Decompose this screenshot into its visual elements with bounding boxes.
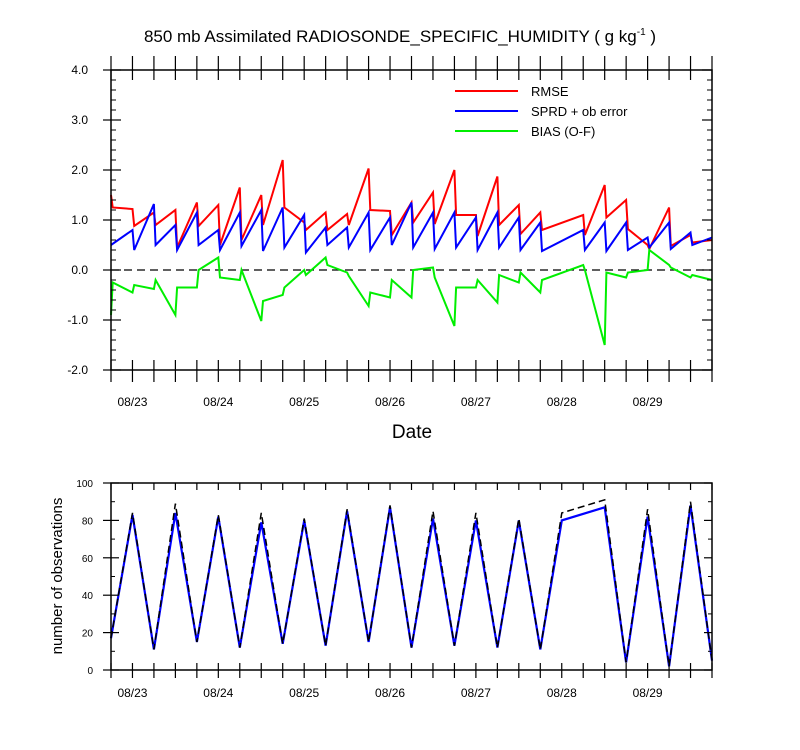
y-tick-label: 2.0 [71,163,88,177]
series-bias-line [110,248,713,346]
y-tick-label: 80 [82,516,94,527]
x-tick-label: 08/26 [375,686,405,700]
y-tick-label: -1.0 [67,313,88,327]
series-assimilated-obs-line [109,505,714,667]
legend-label-rmse: RMSE [531,84,569,99]
y-tick-label: 3.0 [71,113,88,127]
y-tick-label: 0 [87,666,93,677]
y-tick-label: 100 [76,479,93,490]
bottom-ticks-group [103,482,713,678]
x-tick-label: 08/23 [117,395,147,409]
x-tick-label: 08/23 [117,686,147,700]
x-tick-label: 08/27 [461,686,491,700]
legend: RMSE SPRD + ob error BIAS (O-F) [455,84,628,139]
legend-label-sprd: SPRD + ob error [531,104,628,119]
y-tick-label: 40 [82,591,94,602]
y-axis-title-observations: number of observations [49,498,66,655]
y-tick-label: 1.0 [71,213,88,227]
bottom-series-group [109,498,714,667]
x-axis-title: Date [392,422,432,443]
x-tick-label: 08/27 [461,395,491,409]
bottom-y-tick-labels: 0 20 40 60 80 100 [76,479,93,677]
y-tick-label: 60 [82,554,94,565]
x-tick-label: 08/25 [289,686,319,700]
y-tick-label: 4.0 [71,63,88,77]
top-ticks-group [103,56,713,382]
x-tick-label: 08/28 [547,395,577,409]
series-sprd-line [110,202,713,256]
top-plot-frame [110,69,713,371]
y-tick-label: 20 [82,629,94,640]
x-tick-label: 08/28 [547,686,577,700]
top-series-group [110,159,713,346]
y-tick-label: 0.0 [71,263,88,277]
x-tick-label: 08/24 [203,686,233,700]
y-tick-label: -2.0 [67,363,88,377]
x-tick-label: 08/26 [375,395,405,409]
x-tick-label: 08/29 [633,395,663,409]
x-tick-label: 08/25 [289,395,319,409]
x-tick-label: 08/24 [203,395,233,409]
top-x-tick-labels: 08/23 08/24 08/25 08/26 08/27 08/28 08/29 [117,395,662,409]
chart-title: 850 mb Assimilated RADIOSONDE_SPECIFIC_H… [144,27,656,46]
series-possible-obs-line [110,498,713,667]
bottom-plot-frame [110,482,713,671]
legend-label-bias: BIAS (O-F) [531,124,595,139]
top-y-tick-labels: -2.0 -1.0 0.0 1.0 2.0 3.0 4.0 [67,63,88,377]
bottom-x-tick-labels: 08/23 08/24 08/25 08/26 08/27 08/28 08/29 [117,686,662,700]
x-tick-label: 08/29 [633,686,663,700]
